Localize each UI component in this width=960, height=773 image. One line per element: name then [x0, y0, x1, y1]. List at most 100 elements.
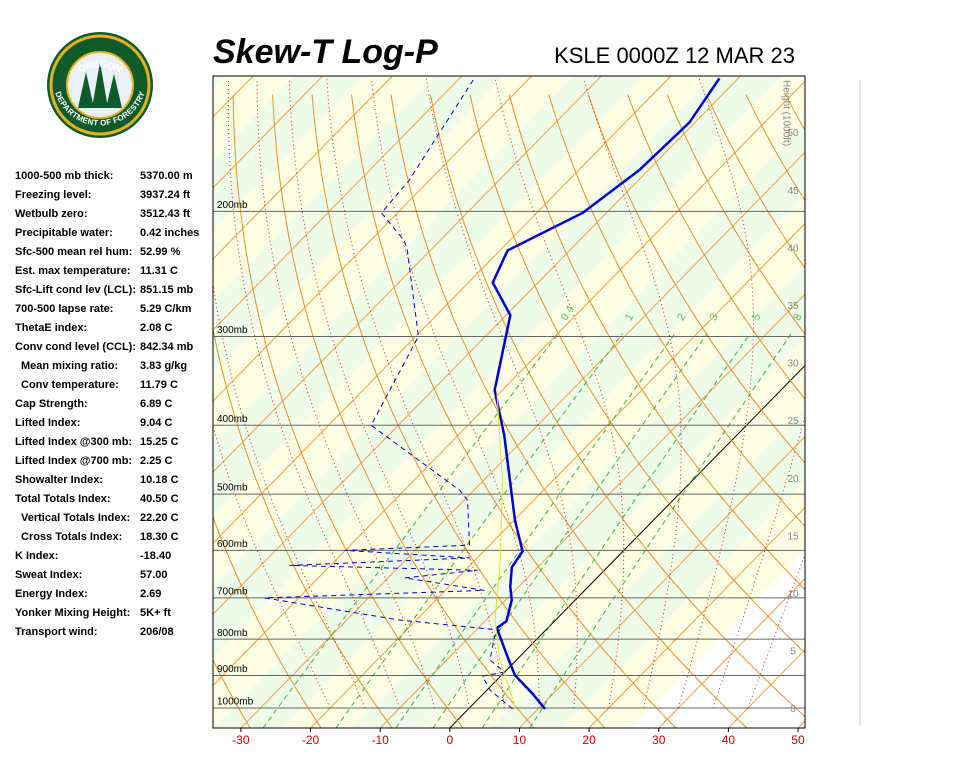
dry-adiabat — [943, 95, 960, 728]
dry-adiabat — [548, 94, 805, 528]
index-label: Energy Index: — [15, 588, 88, 600]
x-tick-label: -20 — [302, 733, 320, 747]
isotherm-band — [213, 76, 805, 728]
index-label: Cap Strength: — [15, 398, 88, 410]
y2-tick-label: 35 — [787, 301, 799, 312]
index-value: 0.42 inches — [140, 227, 199, 239]
index-label: Lifted Index @700 mb: — [15, 455, 132, 467]
isotherm-band — [213, 76, 226, 89]
x-tick-label: 50 — [791, 733, 805, 747]
isotherm-band — [491, 408, 805, 728]
profile-line — [491, 77, 721, 710]
dry-adiabat — [272, 94, 535, 728]
y2-tick-label: 25 — [787, 416, 799, 427]
index-label: Sfc-Lift cond lev (LCL): — [15, 284, 136, 296]
index-value: 851.15 mb — [140, 284, 193, 296]
mixing-ratio-line — [335, 333, 624, 728]
index-label: Lifted Index @300 mb: — [15, 436, 132, 448]
index-value: 18.30 C — [140, 531, 179, 543]
logo: OREGON DEPARTMENT OF FORESTRY — [47, 32, 153, 138]
moist-adiabat — [227, 78, 401, 709]
index-value: -18.40 — [140, 550, 171, 562]
dry-adiabat — [213, 515, 322, 728]
isotherm — [379, 293, 805, 728]
y-tick-label: 300mb — [217, 325, 248, 336]
dry-adiabat — [311, 94, 606, 728]
index-label: Est. max temperature: — [15, 265, 131, 277]
index-value: 6.89 C — [140, 398, 172, 410]
moist-adiabat — [494, 78, 625, 709]
x-tick-label: -10 — [371, 733, 389, 747]
zero-isotherm — [449, 364, 805, 728]
chart-subtitle: KSLE 0000Z 12 MAR 23 — [554, 43, 795, 68]
index-value: 11.31 C — [140, 265, 178, 277]
isotherm — [588, 506, 805, 728]
isotherm-band — [213, 76, 504, 373]
isotherm — [868, 76, 960, 728]
y2-tick-label: 15 — [787, 531, 799, 542]
y-tick-label: 800mb — [217, 628, 248, 639]
dry-adiabat — [864, 95, 960, 728]
isotherm — [213, 76, 532, 402]
index-label: K Index: — [15, 550, 58, 562]
dry-adiabat — [232, 94, 464, 728]
x-tick-label: 30 — [652, 733, 666, 747]
dry-adiabat — [213, 326, 393, 728]
x-tick-label: 20 — [582, 733, 596, 747]
isotherm — [213, 76, 323, 189]
index-label: Sweat Index: — [15, 569, 82, 581]
dry-adiabat — [785, 94, 805, 132]
chart-title: Skew-T Log-P — [213, 33, 438, 71]
dry-adiabat — [904, 95, 960, 728]
index-label: Vertical Totals Index: — [21, 512, 130, 524]
plot-area: 0.4 1 2 3 5 8 — [213, 76, 960, 728]
isotherm-band — [561, 479, 805, 728]
y-tick-label: 600mb — [217, 539, 248, 550]
y-tick-label: 900mb — [217, 664, 248, 675]
isotherm — [213, 76, 393, 260]
mixing-ratio-line — [262, 333, 559, 728]
isotherm — [213, 76, 463, 331]
y2-tick-label: 10 — [787, 589, 799, 600]
logo-top-text: OREGON — [76, 59, 123, 75]
index-value: 2.25 C — [140, 455, 172, 467]
mixing-ratio-line — [529, 333, 792, 728]
y2-tick-label: 50 — [787, 128, 799, 139]
dry-adiabat — [351, 94, 677, 728]
index-label: Precipitable water: — [15, 227, 113, 239]
indices-panel: 1000-500 mb thick: 5370.00 m Freezing leve… — [15, 170, 199, 638]
x-tick-label: 10 — [513, 733, 527, 747]
index-label: Cross Totals Index: — [21, 531, 122, 543]
isotherm — [213, 76, 741, 616]
mixing-ratio-label: 2 — [675, 312, 688, 323]
index-value: 2.69 — [140, 588, 161, 600]
index-label: Yonker Mixing Height: — [15, 607, 130, 619]
index-value: 22.20 C — [140, 512, 179, 524]
index-value: 5.29 C/km — [140, 303, 192, 315]
x-tick-label: 40 — [722, 733, 736, 747]
index-value: 52.99 % — [140, 246, 181, 258]
index-value: 842.34 mb — [140, 341, 193, 353]
isotherm — [658, 578, 805, 728]
y2-axis-label: Height (1000ft) — [780, 80, 791, 146]
index-value: 40.50 C — [140, 493, 179, 505]
moist-adiabat — [326, 78, 505, 709]
y2-tick-label: 30 — [787, 359, 799, 370]
index-label: Lifted Index: — [15, 417, 80, 429]
dry-adiabat — [627, 94, 805, 400]
index-label: Wetbulb zero: — [15, 208, 88, 220]
index-value: 3512.43 ft — [140, 208, 190, 220]
isotherm — [519, 435, 805, 728]
dry-adiabat — [666, 94, 805, 335]
index-value: 9.04 C — [140, 417, 172, 429]
index-value: 3937.24 ft — [140, 189, 190, 201]
index-label: Transport wind: — [15, 626, 98, 638]
index-label: Sfc-500 mean rel hum: — [15, 246, 132, 258]
mixing-ratio-label: 3 — [707, 312, 720, 323]
dry-adiabat — [825, 95, 960, 728]
index-label: 700-500 lapse rate: — [15, 303, 113, 315]
plot-frame — [212, 75, 806, 729]
y2-tick-label: 45 — [787, 186, 799, 197]
dry-adiabat — [587, 94, 805, 464]
